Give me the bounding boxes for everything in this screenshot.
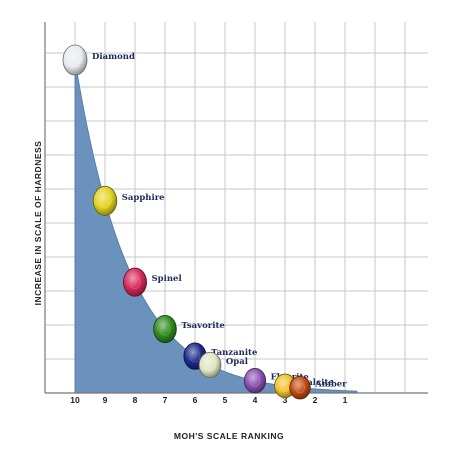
gem-sapphire-icon: [92, 185, 118, 216]
gem-label-sapphire: Sapphire: [122, 193, 165, 203]
x-tick-label: 2: [313, 395, 318, 405]
gem-tsavorite-icon: [153, 314, 177, 344]
gem-facet: [69, 52, 81, 68]
gem-facet: [129, 275, 141, 289]
axes: [44, 22, 428, 394]
gem-facet: [249, 374, 261, 387]
gem-label-calcite: Calcite: [300, 378, 334, 388]
gem-sapphire: Sapphire: [92, 185, 165, 216]
gem-amber: Amber: [289, 375, 347, 400]
gem-tsavorite: Tsavorite: [153, 314, 225, 344]
x-tick-label: 4: [253, 395, 258, 405]
x-axis-title: MOH'S SCALE RANKING: [174, 431, 284, 441]
gem-label-tsavorite: Tsavorite: [181, 321, 225, 331]
x-tick-label: 6: [193, 395, 198, 405]
x-tick-label: 3: [283, 395, 288, 405]
gem-flourite-icon: [243, 368, 267, 394]
gem-label-spinel: Spinel: [152, 274, 183, 284]
gem-spinel-icon: [123, 267, 147, 297]
gem-markers: Diamond Sapphire Spinel Tsavorite TanzaniteO…: [62, 44, 347, 400]
y-axis-title: INCREASE IN SCALE OF HARDNESS: [33, 141, 43, 306]
gem-spinel: Spinel: [123, 267, 183, 297]
gem-opal-icon: [198, 351, 222, 379]
gem-facet: [295, 382, 305, 394]
gem-label-opal: Opal: [226, 357, 249, 367]
x-tick-label: 9: [103, 395, 108, 405]
x-tick-label: 5: [223, 395, 228, 405]
gem-label-diamond: Diamond: [92, 52, 135, 62]
x-tick-label: 10: [70, 395, 80, 405]
gem-label-tanzanite: Tanzanite: [211, 348, 258, 358]
gem-amber-icon: [289, 375, 311, 400]
gem-facet: [159, 322, 171, 336]
gem-facet: [189, 349, 201, 363]
x-tick-labels: 10 9 8 7 6 5 4 3 2 1: [70, 395, 347, 405]
gem-facet: [99, 194, 111, 208]
gem-label-amber: Amber: [314, 380, 347, 390]
x-tick-label: 7: [163, 395, 168, 405]
x-tick-label: 1: [343, 395, 348, 405]
gem-diamond: Diamond: [62, 44, 135, 76]
gem-opal: Opal: [198, 351, 249, 379]
x-tick-label: 8: [133, 395, 138, 405]
gem-diamond-icon: [62, 44, 88, 76]
gem-facet: [204, 358, 216, 372]
